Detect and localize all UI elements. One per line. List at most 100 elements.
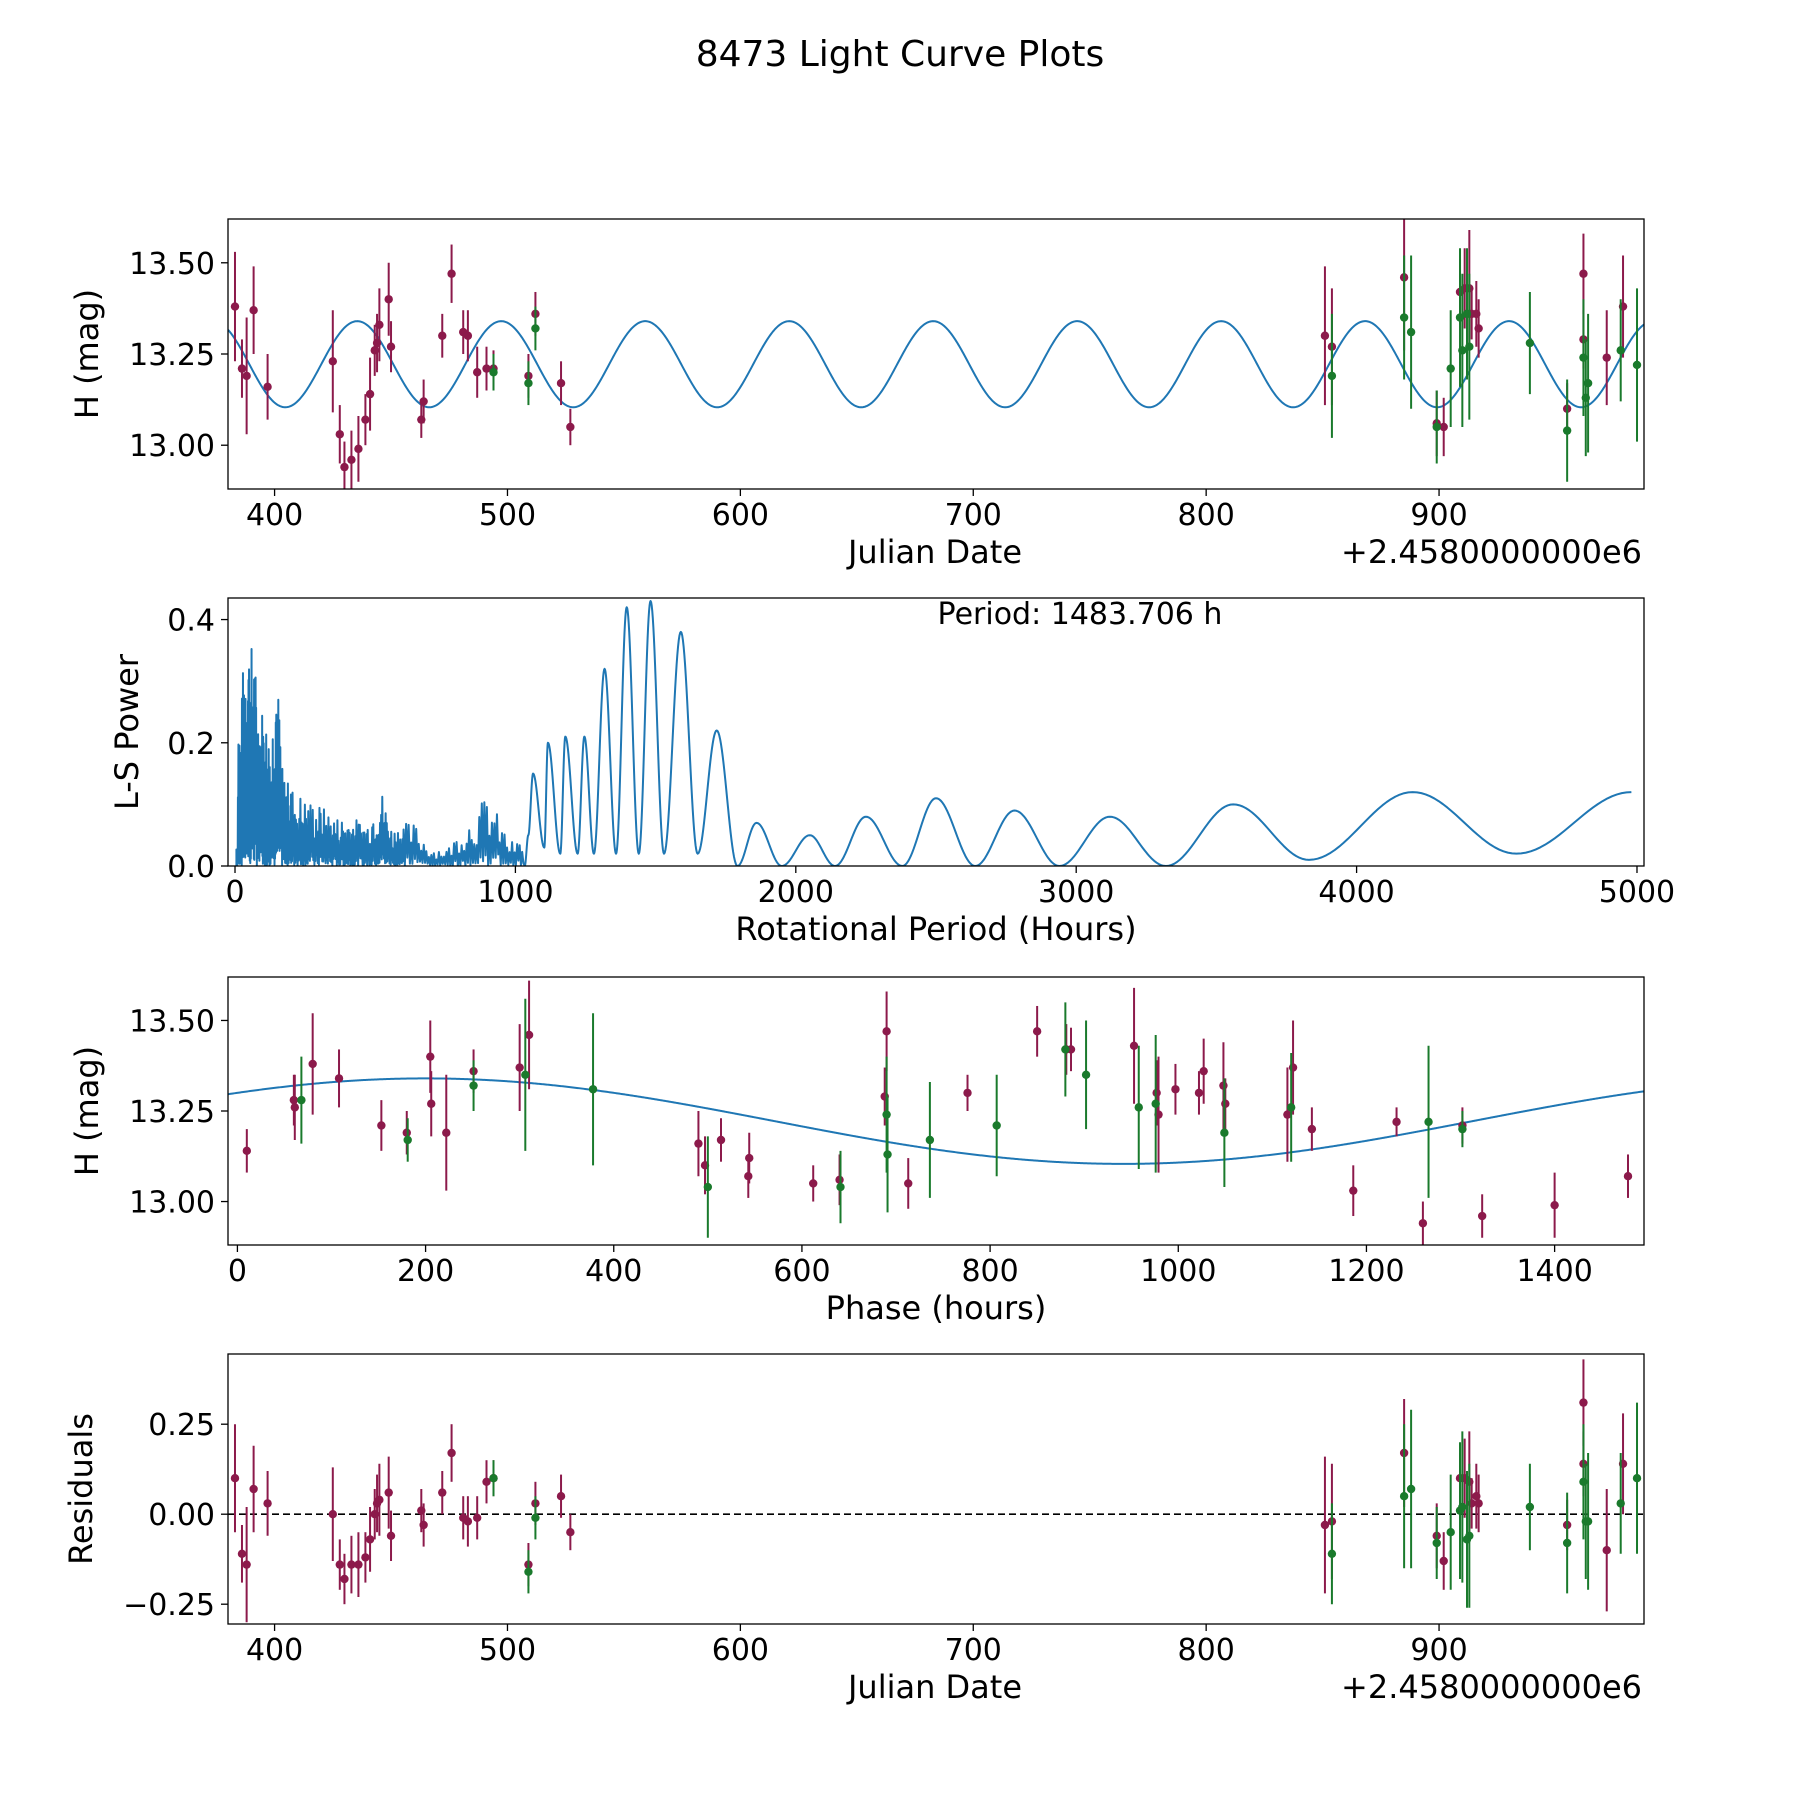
- data-point: [419, 1520, 428, 1530]
- data-point: [1623, 1171, 1633, 1181]
- phased-y-axis-label: H (mag): [68, 1046, 106, 1176]
- residuals-offset-label: +2.4580000000e6: [1341, 1668, 1642, 1706]
- data-point: [354, 444, 363, 454]
- x-tick-label: 800: [961, 1254, 1018, 1289]
- data-point: [1081, 1070, 1091, 1079]
- data-point: [531, 1513, 540, 1523]
- x-tick-label: 3000: [1038, 875, 1114, 910]
- x-tick-label: 1000: [477, 875, 553, 910]
- data-point: [1286, 1103, 1296, 1112]
- data-point: [556, 378, 566, 388]
- x-tick-label: 500: [479, 498, 536, 533]
- data-point: [1525, 338, 1535, 348]
- x-tick-label: 600: [712, 498, 769, 533]
- data-point: [1134, 1103, 1143, 1112]
- data-point: [694, 1139, 703, 1148]
- data-point: [263, 382, 272, 392]
- data-point: [447, 269, 456, 278]
- data-point: [1474, 324, 1483, 333]
- y-tick-label: 13.50: [129, 1004, 215, 1039]
- data-point: [472, 368, 482, 377]
- data-point: [463, 331, 473, 340]
- data-point: [328, 1510, 338, 1519]
- data-point: [419, 397, 428, 406]
- data-point: [566, 422, 575, 432]
- periodogram-line: [235, 600, 1632, 866]
- data-point: [588, 1085, 598, 1094]
- phased-plot-area: [228, 980, 1644, 1245]
- data-point: [836, 1182, 845, 1192]
- data-point: [242, 1146, 252, 1156]
- x-tick-label: 600: [712, 1633, 769, 1668]
- phased-model-curve: [228, 1077, 1644, 1165]
- residuals-frame: [227, 1353, 1645, 1625]
- phased-series-g-band: [297, 998, 1467, 1238]
- data-point: [524, 1030, 534, 1040]
- data-point: [992, 1121, 1001, 1130]
- data-point: [335, 1560, 344, 1569]
- data-point: [403, 1135, 412, 1145]
- data-point: [566, 1528, 575, 1537]
- y-tick-label: 0.25: [148, 1408, 215, 1443]
- x-tick-label: 700: [945, 1633, 1002, 1668]
- lightcurve-y-axis-label: H (mag): [68, 289, 106, 419]
- data-point: [1562, 426, 1572, 435]
- data-point: [1129, 1041, 1139, 1051]
- data-point: [365, 389, 375, 399]
- x-tick-label: 1000: [1140, 1254, 1216, 1289]
- data-point: [1439, 422, 1448, 432]
- x-tick-label: 900: [1410, 498, 1467, 533]
- data-point: [1283, 1110, 1292, 1119]
- data-point: [361, 415, 370, 424]
- phased-panel: 0 200 400 600 800 1000 1200 1400 13.00 13.25 13.50…: [68, 976, 1645, 1327]
- data-point: [703, 1182, 713, 1192]
- period-annotation: Period: 1483.706 h: [938, 597, 1223, 632]
- data-point: [489, 1474, 498, 1483]
- data-point: [242, 1560, 251, 1569]
- data-point: [230, 1474, 240, 1483]
- data-point: [438, 1488, 447, 1497]
- data-point: [1458, 1124, 1467, 1134]
- data-point: [308, 1059, 317, 1069]
- y-tick-label: 0.00: [148, 1498, 215, 1533]
- data-point: [1458, 1502, 1467, 1512]
- data-point: [521, 1070, 530, 1079]
- data-point: [1061, 1045, 1070, 1054]
- data-point: [249, 306, 258, 315]
- data-point: [1406, 327, 1416, 337]
- data-point: [482, 364, 491, 373]
- data-point: [1579, 269, 1588, 278]
- y-tick-label: 13.00: [129, 1186, 215, 1221]
- data-point: [1432, 1538, 1441, 1548]
- data-point: [230, 302, 240, 311]
- data-point: [904, 1179, 913, 1188]
- data-point: [1465, 342, 1474, 351]
- data-point: [1288, 1063, 1298, 1072]
- data-point: [237, 1549, 247, 1559]
- data-point: [1439, 1556, 1448, 1566]
- periodogram-panel: Period: 1483.706 h 0 1000 2000 3000 4000 5000 0…: [108, 597, 1675, 948]
- residuals-y-axis-label: Residuals: [62, 1413, 100, 1565]
- data-point: [438, 331, 447, 340]
- data-point: [556, 1492, 566, 1501]
- data-point: [375, 1495, 384, 1505]
- data-point: [1399, 1492, 1409, 1501]
- y-tick-label: 0.4: [167, 604, 215, 639]
- data-point: [716, 1135, 726, 1145]
- data-point: [384, 1488, 393, 1497]
- data-point: [1418, 1219, 1428, 1228]
- data-point: [1632, 1474, 1642, 1483]
- x-tick-label: 400: [246, 1633, 303, 1668]
- data-point: [482, 1477, 491, 1487]
- y-tick-label: 0.2: [167, 727, 215, 762]
- data-point: [447, 1448, 456, 1458]
- data-point: [524, 1567, 533, 1577]
- x-tick-label: 2000: [758, 875, 834, 910]
- data-point: [340, 462, 349, 472]
- data-point: [1446, 364, 1455, 373]
- data-point: [249, 1484, 258, 1494]
- y-tick-label: 13.00: [129, 429, 215, 464]
- data-point: [883, 1150, 892, 1159]
- lightcurve-plot-area: [228, 219, 1644, 489]
